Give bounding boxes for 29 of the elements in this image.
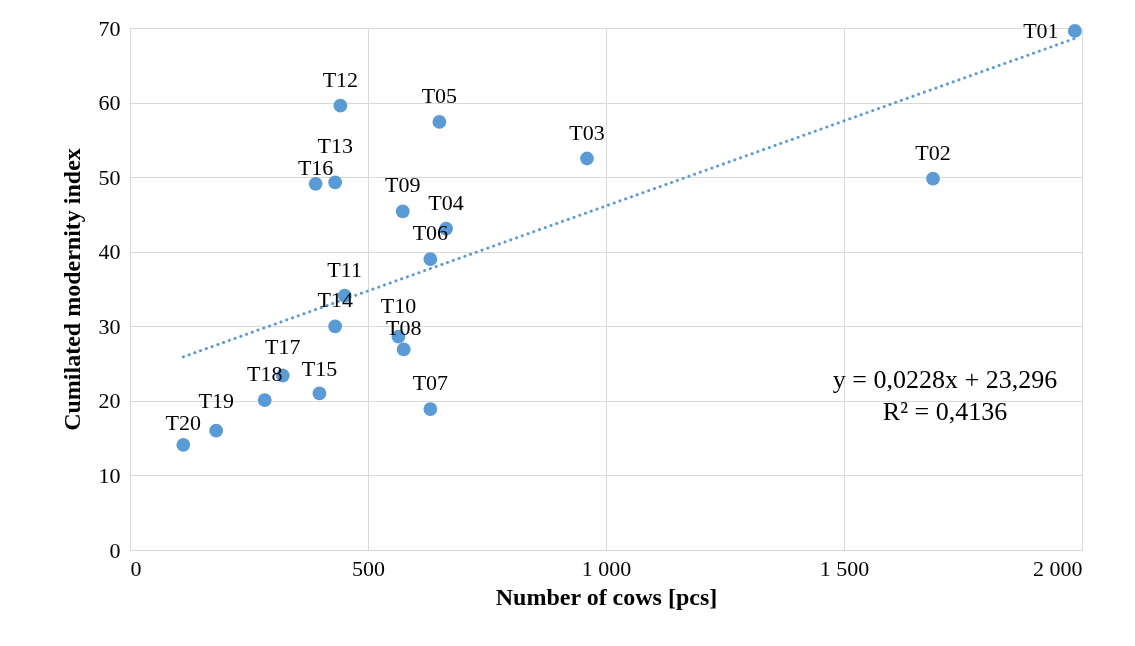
x-tick-label: 0 <box>130 555 142 581</box>
annotation: T05 <box>421 82 458 108</box>
y-tick-label: 10 <box>98 462 121 488</box>
annotation: T06 <box>412 220 449 246</box>
annotation: T15 <box>301 356 338 382</box>
x-tick-label: 1 500 <box>819 555 870 581</box>
annotation: T11 <box>327 256 362 282</box>
y-tick-label: 60 <box>98 90 121 116</box>
annotation: T02 <box>915 139 951 165</box>
x-tick-label: 1 000 <box>581 555 632 581</box>
y-tick-label: 70 <box>98 15 121 41</box>
y-tick-label: 20 <box>98 388 121 414</box>
y-tick-label: 50 <box>98 164 121 190</box>
annotation: T07 <box>412 370 449 396</box>
annotation: T03 <box>569 119 605 145</box>
y-axis-title: Cumilated modernity index <box>58 148 85 431</box>
annotation: R² = 0,4136 <box>882 397 1008 426</box>
y-tick-label: 30 <box>98 313 121 339</box>
annotation: T01 <box>1023 17 1059 43</box>
annotation: T12 <box>322 66 359 92</box>
annotation: T17 <box>265 334 301 360</box>
x-tick-label: 2 000 <box>1033 555 1083 581</box>
annotation: T04 <box>428 189 464 215</box>
y-tick-label: 0 <box>109 537 121 563</box>
x-tick-label: 500 <box>352 555 385 581</box>
x-axis-title: Number of cows [pcs] <box>495 583 718 610</box>
annotation: T09 <box>385 172 421 198</box>
y-tick-label: 40 <box>98 239 121 265</box>
annotation: y = 0,0228x + 23,296 <box>832 365 1058 394</box>
